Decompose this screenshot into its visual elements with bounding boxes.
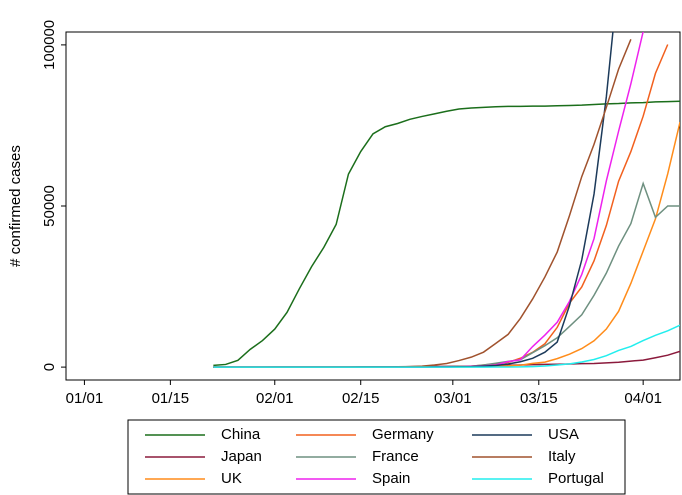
plot-frame <box>65 31 681 381</box>
y-tick-label: 100000 <box>41 20 58 70</box>
x-tick-label: 04/01 <box>624 390 662 407</box>
legend-label: Spain <box>372 470 410 487</box>
legend-label: China <box>221 426 261 443</box>
legend-box <box>127 419 626 495</box>
series-line <box>213 32 614 368</box>
x-tick-label: 02/15 <box>342 390 380 407</box>
series-line <box>213 39 632 368</box>
x-tick-label: 02/01 <box>256 390 294 407</box>
y-tick-label: 0 <box>41 363 58 371</box>
y-tick-label: 50000 <box>41 185 58 227</box>
x-tick-label: 03/01 <box>434 390 472 407</box>
series-line <box>213 122 680 368</box>
legend-label: Germany <box>372 426 434 443</box>
series-line <box>213 100 680 367</box>
x-tick-label: 01/01 <box>66 390 104 407</box>
legend-label: UK <box>221 470 242 487</box>
legend-label: France <box>372 448 419 465</box>
x-tick-label: 03/15 <box>520 390 558 407</box>
x-tick-label: 01/15 <box>152 390 190 407</box>
y-axis-label: # confirmed cases <box>7 145 24 267</box>
series-line <box>213 324 680 368</box>
legend-label: Portugal <box>548 470 604 487</box>
plot-lines <box>213 32 680 368</box>
legend-label: Japan <box>221 448 262 465</box>
legend-label: USA <box>548 426 579 443</box>
legend-label: Italy <box>548 448 576 465</box>
